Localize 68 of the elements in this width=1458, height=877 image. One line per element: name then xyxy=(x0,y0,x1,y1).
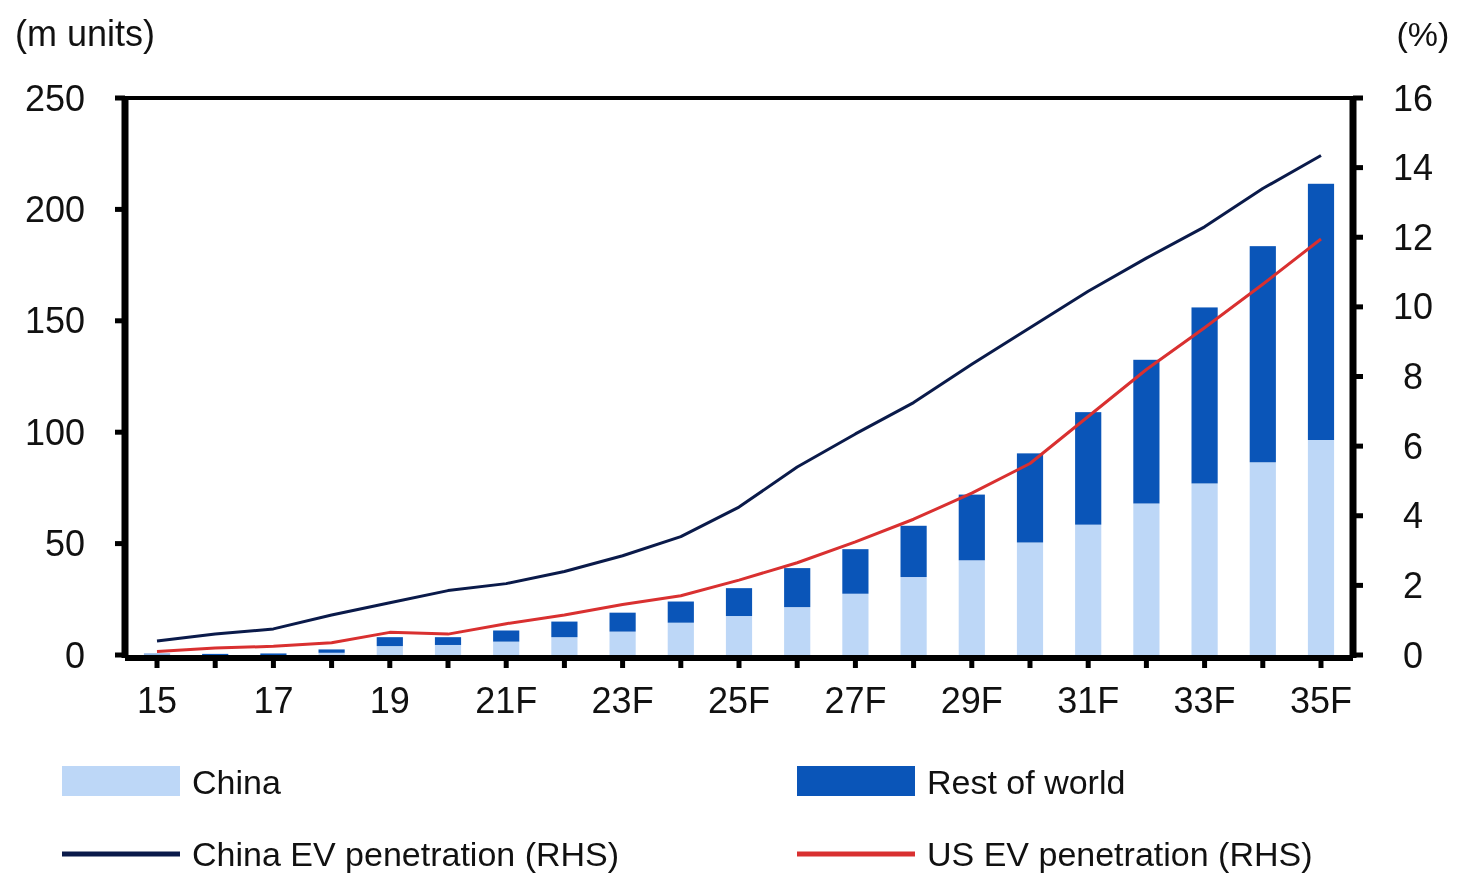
y2-tick-label: 16 xyxy=(1392,77,1434,119)
line-series xyxy=(155,237,1323,654)
y-tick-label: 50 xyxy=(44,523,85,565)
x-tick-label: 29F xyxy=(940,680,1003,721)
bar xyxy=(784,607,811,655)
bar xyxy=(1307,183,1335,440)
y-tick-label: 0 xyxy=(64,634,85,676)
bar xyxy=(1307,440,1335,655)
bar xyxy=(1016,453,1044,543)
legend-label: China xyxy=(192,762,281,801)
bar xyxy=(667,601,694,623)
bar xyxy=(1133,359,1160,504)
x-tick-label: 25F xyxy=(707,680,771,721)
x-tick-label: 35F xyxy=(1289,680,1353,721)
y-tick-label: 150 xyxy=(24,300,85,342)
bar xyxy=(1191,483,1218,655)
bar xyxy=(958,494,985,561)
x-tick-label: 27F xyxy=(824,680,887,721)
bar xyxy=(958,560,985,655)
bar xyxy=(493,641,520,655)
y-axis-title: (m units) xyxy=(15,13,156,54)
bar xyxy=(842,593,869,655)
bar xyxy=(1016,542,1044,655)
bar xyxy=(434,644,462,655)
legend-label: Rest of world xyxy=(927,762,1126,801)
y2-axis-title: (%) xyxy=(1396,15,1450,53)
bar xyxy=(784,568,811,608)
y2-tick-label: 8 xyxy=(1402,356,1424,398)
bar xyxy=(900,577,927,655)
bar xyxy=(1249,246,1276,463)
bar xyxy=(1249,462,1276,655)
y2-tick-label: 0 xyxy=(1402,634,1424,676)
bar xyxy=(667,622,694,655)
y2-tick-label: 10 xyxy=(1392,286,1434,328)
y2-tick-label: 6 xyxy=(1402,425,1424,467)
bar xyxy=(376,646,403,655)
bar xyxy=(1075,524,1102,655)
bar xyxy=(725,616,753,655)
y2-tick-label: 14 xyxy=(1392,147,1434,189)
x-tick-label: 19 xyxy=(369,680,410,721)
bar xyxy=(493,630,520,642)
y2-tick-label: 2 xyxy=(1402,564,1424,606)
x-tick-label: 31F xyxy=(1057,680,1120,721)
y2-tick-label: 12 xyxy=(1392,216,1434,258)
bar xyxy=(551,637,578,655)
y-tick-label: 200 xyxy=(24,189,85,230)
bar xyxy=(609,612,636,632)
y-tick-label: 100 xyxy=(24,411,85,453)
bar xyxy=(376,637,403,647)
bar xyxy=(1075,412,1102,525)
bar xyxy=(551,621,578,638)
bar xyxy=(434,637,462,645)
bar xyxy=(609,631,636,655)
x-tick-label: 23F xyxy=(591,680,654,721)
bar xyxy=(725,588,753,617)
bar xyxy=(900,525,927,578)
bar xyxy=(842,549,869,594)
y2-tick-label: 4 xyxy=(1402,495,1424,537)
x-tick-label: 17 xyxy=(253,680,294,721)
line-series xyxy=(155,153,1323,643)
legend-label: US EV penetration (RHS) xyxy=(927,834,1313,873)
x-tick-label: 15 xyxy=(136,680,178,721)
x-tick-label: 33F xyxy=(1173,680,1236,721)
bar xyxy=(1133,503,1160,655)
x-tick-label: 21F xyxy=(475,680,538,721)
legend-label: China EV penetration (RHS) xyxy=(192,834,620,873)
y-tick-label: 250 xyxy=(24,77,85,119)
bar xyxy=(1191,307,1218,484)
